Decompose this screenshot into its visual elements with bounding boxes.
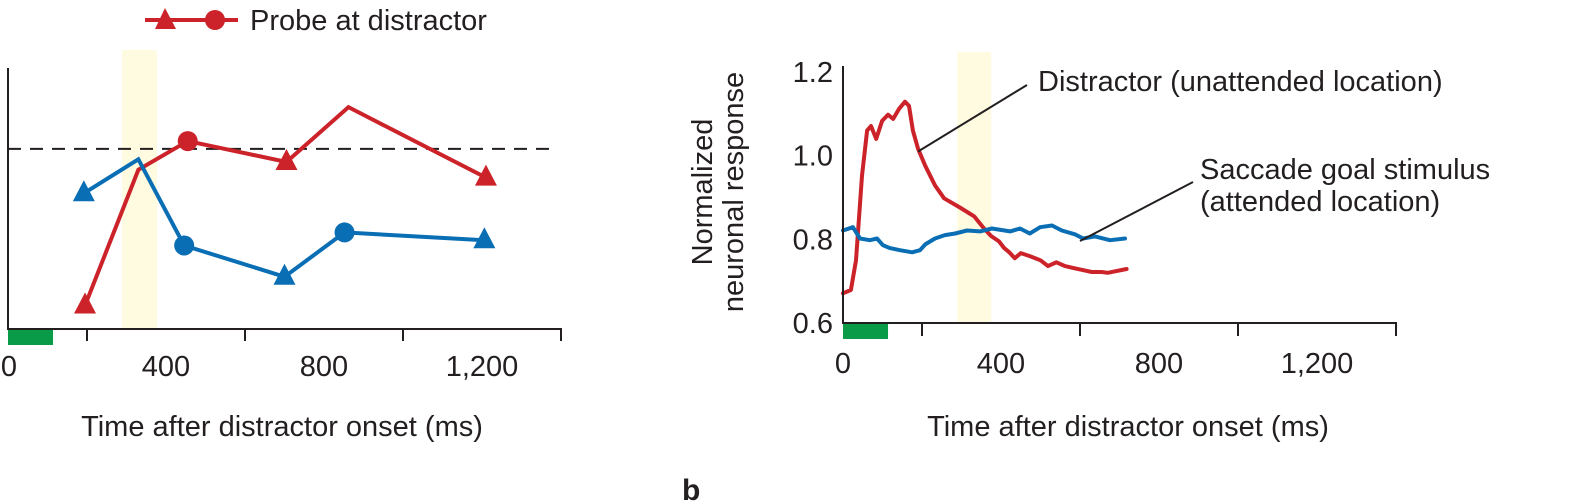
circle-marker: [174, 235, 195, 256]
y-tick-label: 1.2: [793, 57, 833, 89]
panel-a-x-tick-labels: 0 400 800 1,200: [1, 351, 518, 383]
x-tick-label: 400: [142, 351, 190, 383]
triangle-marker: [72, 180, 95, 202]
panel-b-annotations: Distractor (unattended location) Saccade…: [917, 66, 1490, 242]
panel-a-x-ticks: [86, 329, 562, 341]
saccade-goal-annotation-label-line-2: (attended location): [1200, 186, 1440, 218]
panel-a-x-axis-title: Time after distractor onset (ms): [81, 411, 483, 443]
y-axis-title-line-2: neuronal response: [718, 72, 750, 312]
panel-b-y-axis-title: Normalized neuronal response: [687, 72, 750, 312]
y-tick-label: 0.6: [793, 308, 833, 340]
x-tick-label: 400: [977, 348, 1025, 380]
triangle-marker: [474, 164, 497, 186]
x-tick-label: 800: [300, 351, 348, 383]
y-tick-label: 1.0: [793, 141, 833, 173]
triangle-marker: [275, 148, 298, 170]
triangle-marker: [473, 227, 496, 249]
panel-b-stimulus-bar: [843, 324, 889, 339]
panel-b-x-ticks: [921, 323, 1397, 336]
panel-b-highlight-band-layer: [957, 52, 992, 323]
series-line-red: [841, 99, 1129, 296]
panel-a-stimulus-bar: [8, 330, 54, 345]
panel-b-highlight-band: [957, 52, 992, 323]
legend-triangle-marker: [155, 8, 176, 29]
circle-marker: [177, 131, 198, 152]
legend-circle-marker: [205, 10, 225, 30]
panel-b-series-layer: [841, 99, 1129, 296]
panel-a-chart: Probe at distractor 0 400 800 1,200 Time…: [1, 5, 562, 443]
legend-label: Probe at distractor: [250, 5, 487, 37]
panel-a-series-layer: [72, 104, 497, 314]
distractor-annotation-leader: [917, 84, 1028, 153]
x-tick-label: 0: [1, 351, 17, 383]
triangle-marker: [273, 263, 296, 285]
panel-b-y-tick-labels: 0.6 0.8 1.0 1.2: [793, 57, 833, 340]
x-tick-label: 1,200: [446, 351, 519, 383]
y-axis-title-line-1: Normalized: [687, 119, 719, 266]
panel-a-legend: Probe at distractor: [145, 5, 487, 37]
panel-a-highlight-band: [122, 50, 157, 329]
triangle-marker: [74, 292, 97, 314]
y-tick-label: 0.8: [793, 224, 833, 256]
panel-label: b: [682, 474, 700, 502]
series-line-red: [83, 104, 487, 307]
series-line-blue: [82, 156, 485, 280]
series-line-blue: [841, 223, 1127, 255]
panel-a-highlight-band-layer: [122, 50, 157, 329]
circle-marker: [334, 222, 355, 243]
saccade-goal-annotation-leader: [1079, 181, 1194, 242]
panel-b-x-axis-title: Time after distractor onset (ms): [927, 411, 1329, 443]
panel-b-chart: 0.6 0.8 1.0 1.2 0 400 800 1,200 Normaliz…: [687, 52, 1490, 443]
panel-b-x-tick-labels: 0 400 800 1,200: [835, 348, 1353, 380]
distractor-annotation-label: Distractor (unattended location): [1038, 66, 1443, 98]
x-tick-label: 0: [835, 348, 851, 380]
saccade-goal-annotation-label-line-1: Saccade goal stimulus: [1200, 154, 1490, 186]
x-tick-label: 800: [1135, 348, 1183, 380]
x-tick-label: 1,200: [1281, 348, 1354, 380]
